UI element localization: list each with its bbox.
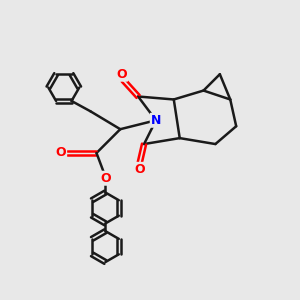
Text: O: O (100, 172, 111, 185)
Text: O: O (56, 146, 66, 160)
Text: O: O (134, 163, 145, 176)
Text: O: O (116, 68, 127, 81)
Text: N: N (151, 114, 161, 127)
